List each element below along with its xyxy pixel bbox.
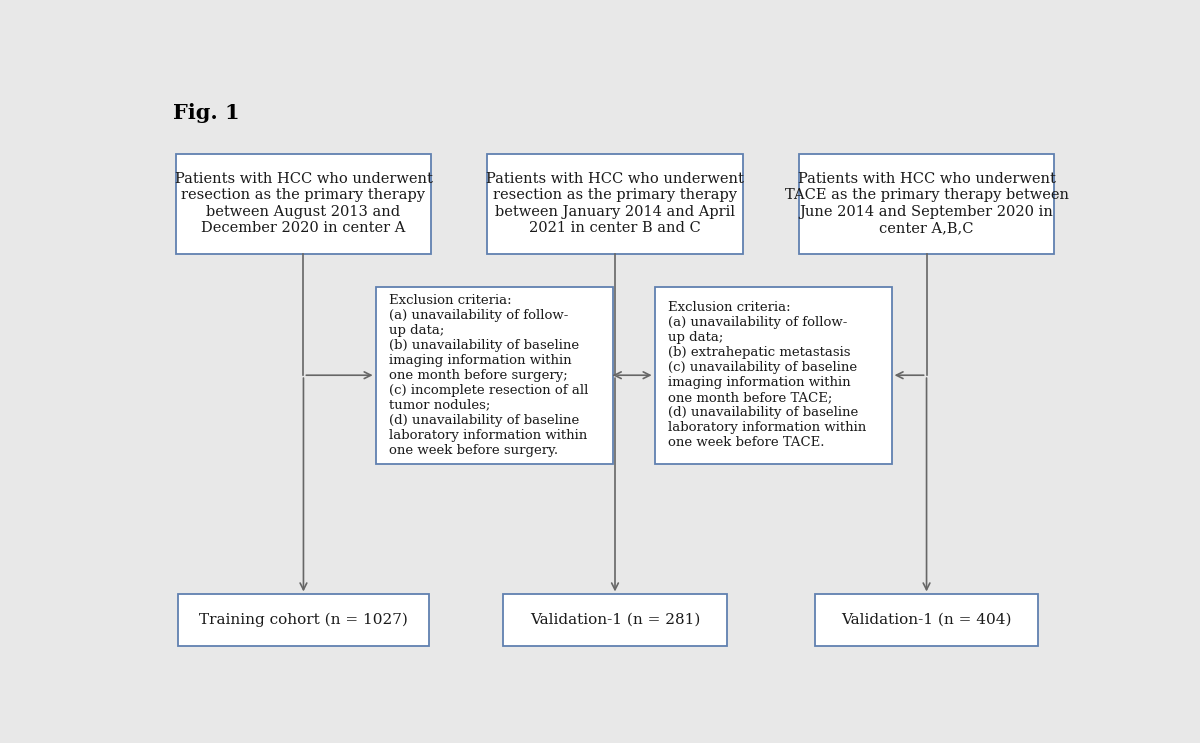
- Text: Validation-1 (n = 281): Validation-1 (n = 281): [530, 613, 700, 627]
- Text: Patients with HCC who underwent
resection as the primary therapy
between January: Patients with HCC who underwent resectio…: [486, 172, 744, 235]
- FancyBboxPatch shape: [799, 154, 1055, 253]
- Text: Exclusion criteria:
(a) unavailability of follow-
up data;
(b) unavailability of: Exclusion criteria: (a) unavailability o…: [389, 293, 588, 457]
- FancyBboxPatch shape: [178, 594, 430, 646]
- FancyBboxPatch shape: [654, 287, 892, 464]
- FancyBboxPatch shape: [504, 594, 727, 646]
- Text: Validation-1 (n = 404): Validation-1 (n = 404): [841, 613, 1012, 627]
- FancyBboxPatch shape: [487, 154, 743, 253]
- Text: Patients with HCC who underwent
resection as the primary therapy
between August : Patients with HCC who underwent resectio…: [174, 172, 432, 235]
- Text: Training cohort (n = 1027): Training cohort (n = 1027): [199, 613, 408, 627]
- Text: Exclusion criteria:
(a) unavailability of follow-
up data;
(b) extrahepatic meta: Exclusion criteria: (a) unavailability o…: [667, 301, 865, 450]
- FancyBboxPatch shape: [815, 594, 1038, 646]
- Text: Patients with HCC who underwent
TACE as the primary therapy between
June 2014 an: Patients with HCC who underwent TACE as …: [785, 172, 1068, 235]
- FancyBboxPatch shape: [175, 154, 431, 253]
- Text: Fig. 1: Fig. 1: [173, 103, 240, 123]
- FancyBboxPatch shape: [376, 287, 613, 464]
